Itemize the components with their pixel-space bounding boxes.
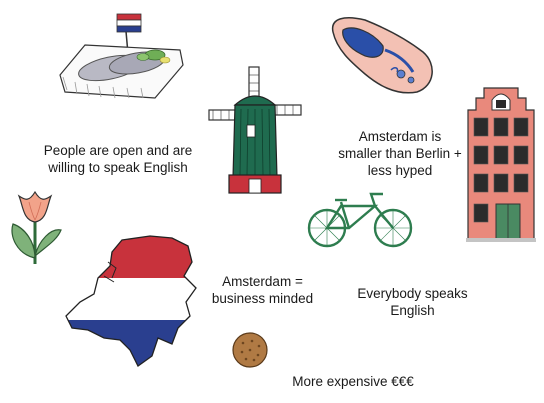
caption-business-minded: Amsterdam = business minded	[200, 273, 325, 307]
cookie-icon	[232, 332, 268, 368]
caption-smaller-than-berlin: Amsterdam is smaller than Berlin + less …	[320, 128, 480, 179]
bicycle-icon	[307, 192, 413, 248]
caption-line: less hyped	[367, 163, 433, 178]
caption-everybody-english: Everybody speaks English	[345, 285, 480, 319]
caption-open-english: People are open and are willing to speak…	[18, 142, 218, 176]
windmill-icon	[208, 66, 302, 194]
caption-line: smaller than Berlin +	[338, 146, 462, 161]
caption-line: Amsterdam is	[358, 129, 442, 144]
caption-line: More expensive €€€	[292, 374, 414, 389]
map-icon	[65, 235, 197, 367]
caption-line: People are open and are	[43, 143, 193, 158]
caption-line: English	[390, 303, 435, 318]
herring-icon	[59, 13, 184, 99]
caption-line: business minded	[211, 291, 314, 306]
caption-more-expensive: More expensive €€€	[278, 373, 428, 390]
tulip-icon	[11, 190, 62, 264]
caption-line: Everybody speaks	[357, 286, 468, 301]
caption-line: Amsterdam =	[222, 274, 303, 289]
caption-line: willing to speak English	[48, 160, 188, 175]
clog-icon	[331, 17, 433, 94]
house-icon	[466, 87, 536, 242]
